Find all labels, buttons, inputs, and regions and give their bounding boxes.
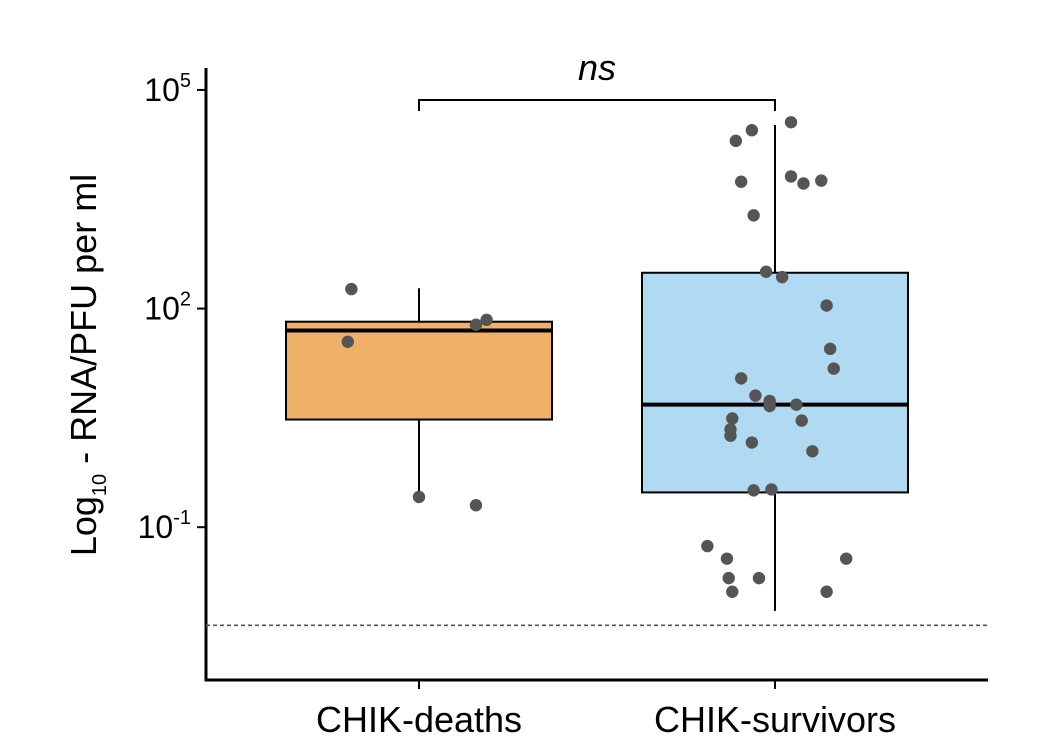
significance-bracket-line bbox=[418, 99, 776, 111]
significance-label: ns bbox=[578, 47, 616, 88]
data-point bbox=[480, 313, 493, 327]
data-point bbox=[795, 414, 808, 427]
data-point bbox=[722, 571, 735, 585]
data-point bbox=[790, 398, 803, 411]
data-point bbox=[345, 282, 358, 296]
x-tick-label: CHIK-survivors bbox=[654, 699, 896, 740]
y-axis-label: Log10 - RNA/PFU per ml bbox=[63, 174, 111, 556]
data-point bbox=[759, 265, 773, 278]
data-point bbox=[734, 175, 748, 188]
box-group-chik-survivors bbox=[641, 125, 909, 611]
data-point bbox=[820, 585, 833, 598]
data-point bbox=[815, 174, 828, 187]
data-point bbox=[797, 177, 810, 190]
data-point bbox=[412, 490, 426, 504]
data-point bbox=[701, 539, 714, 553]
data-point bbox=[726, 585, 739, 598]
data-point bbox=[747, 209, 760, 222]
data-point bbox=[840, 552, 853, 565]
box-group-chik-deaths bbox=[285, 288, 553, 499]
y-tick-label: 102 bbox=[144, 289, 191, 327]
data-point bbox=[720, 552, 734, 565]
data-point bbox=[469, 499, 483, 512]
y-tick-label: 10-1 bbox=[138, 507, 191, 545]
data-point bbox=[765, 483, 778, 496]
data-point bbox=[820, 299, 833, 312]
data-point bbox=[806, 445, 819, 458]
significance-bracket: ns bbox=[418, 47, 776, 111]
data-point bbox=[747, 484, 760, 497]
boxes-layer bbox=[285, 125, 909, 611]
data-point bbox=[784, 116, 798, 129]
data-point bbox=[827, 362, 840, 375]
data-point bbox=[752, 571, 766, 585]
data-point bbox=[734, 372, 748, 385]
box-iqr bbox=[641, 271, 909, 494]
data-point bbox=[726, 412, 739, 425]
points-layer bbox=[341, 116, 853, 598]
y-tick-label: 105 bbox=[144, 70, 191, 108]
box-iqr bbox=[285, 320, 553, 421]
data-point bbox=[775, 270, 789, 284]
ticks-layer: CHIK-deaths CHIK-survivors 10-1 102 105 bbox=[138, 70, 896, 740]
data-point bbox=[823, 342, 837, 356]
axes-layer bbox=[204, 68, 988, 682]
data-point bbox=[729, 134, 743, 148]
data-point bbox=[341, 335, 354, 348]
data-point bbox=[745, 436, 759, 449]
x-tick-label: CHIK-deaths bbox=[316, 699, 522, 740]
data-point bbox=[745, 124, 759, 137]
data-point bbox=[469, 318, 483, 331]
data-point bbox=[763, 399, 776, 413]
data-point bbox=[724, 429, 737, 442]
data-point bbox=[749, 389, 762, 402]
data-point bbox=[784, 170, 798, 183]
